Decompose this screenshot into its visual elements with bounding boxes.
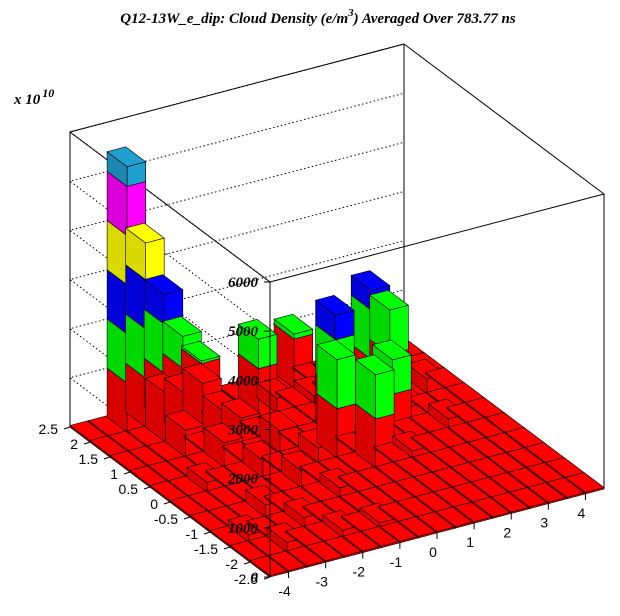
x-tick-label: -4 (278, 583, 291, 599)
y-axis: -2.5-2-1.5-1-0.500.511.522.5 (39, 421, 271, 587)
z-tick-label: 1000 (228, 521, 259, 537)
y-tick-label: 0.5 (119, 481, 139, 497)
y-tick (223, 546, 231, 550)
y-tick-label: -0.5 (154, 511, 178, 527)
bar-front-face (375, 369, 395, 420)
x-tick-label: 3 (540, 515, 548, 531)
grid-line (68, 191, 405, 430)
bar-top-face (143, 274, 184, 295)
grid-line (68, 240, 405, 480)
bars-group (69, 146, 605, 578)
bar-top-face (237, 318, 278, 340)
x-tick-label: 1 (466, 534, 474, 550)
z-tick-label: 0 (251, 570, 259, 586)
bar-top-face (180, 340, 221, 362)
z-multiplier: x 10 10 (13, 86, 54, 108)
front-top-edge (269, 43, 606, 283)
z-tick-label: 2000 (227, 472, 259, 488)
bar-top-face (564, 472, 605, 493)
bar-top-face (220, 397, 261, 419)
y-tick-label: 0 (150, 496, 158, 512)
y-tick (103, 456, 111, 460)
y-tick-label: 1 (110, 466, 118, 482)
y-tick-label: 2 (70, 436, 78, 452)
bar-top-face (125, 222, 165, 244)
bar-top-face (354, 354, 395, 376)
bar (434, 506, 475, 529)
y-tick-label: -1 (186, 526, 199, 542)
x-tick-label: -1 (390, 554, 403, 570)
y-tick (83, 441, 91, 445)
bar (249, 555, 290, 578)
y-tick (263, 576, 271, 580)
z-tick-label: 6000 (228, 275, 259, 291)
grid-line (68, 141, 405, 381)
bar-front-face (258, 333, 278, 370)
x-tick-label: -3 (315, 573, 328, 589)
z-tick-label: 5000 (228, 324, 259, 340)
z-tick-label: 4000 (227, 373, 259, 389)
y-tick (243, 561, 251, 565)
bar (546, 477, 587, 500)
bar-top-face (314, 294, 355, 316)
bar-top-face (162, 316, 202, 337)
bar (472, 496, 512, 519)
bar (354, 354, 395, 469)
y-tick (183, 516, 191, 520)
bar-top-face (359, 502, 400, 524)
bar (267, 550, 308, 573)
y-tick (203, 531, 211, 535)
bar-top-face (350, 270, 391, 291)
x-axis: -4 -3 -2 -1 0 1 2 3 4 (278, 493, 586, 599)
y-tick-label: -1.5 (194, 541, 218, 557)
bar (237, 318, 278, 419)
x-tick-label: 4 (578, 505, 586, 521)
y-tick (63, 426, 71, 430)
y-tick-label: -2 (226, 556, 239, 572)
bar-top-face (316, 339, 357, 361)
y-tick (163, 501, 171, 505)
x-tick-label: -2 (353, 564, 366, 580)
bar-top-face (203, 422, 244, 444)
bar-top-face (165, 410, 205, 431)
bar-front-face (336, 354, 356, 410)
bar-front-face (392, 354, 412, 395)
x-tick-label: 0 (429, 544, 437, 560)
bar (453, 501, 494, 524)
y-tick-label: 1.5 (79, 451, 99, 467)
y-tick-label: 2.5 (39, 421, 59, 437)
bar (323, 535, 364, 559)
bar-top-face (273, 313, 314, 335)
grid-line (68, 92, 405, 332)
x-tick-label: 2 (503, 524, 511, 540)
chart-title: Q12-13W_e_dip: Cloud Density (e/m3) Aver… (120, 7, 516, 27)
z-tick-label: 3000 (227, 423, 259, 439)
y-tick-label: -2.5 (234, 571, 258, 587)
bar (527, 481, 568, 505)
z-axis: x 10 10 0 1000 2000 3000 4000 5000 6000 (13, 86, 270, 586)
bar-top-face (369, 289, 409, 311)
bar-top-face (106, 146, 147, 168)
bar-top-face (372, 339, 412, 361)
y-tick (143, 486, 151, 490)
bar-front-face (145, 237, 165, 281)
bar-top-face (182, 363, 222, 384)
bar (359, 502, 400, 529)
y-tick (123, 471, 131, 475)
